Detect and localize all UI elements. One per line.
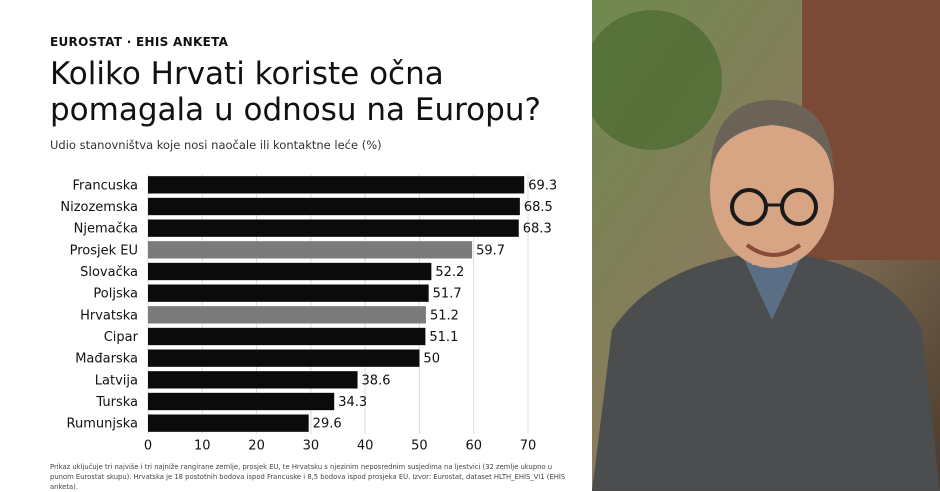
bar xyxy=(148,306,426,324)
photo xyxy=(592,0,940,491)
y-tick-label: Hrvatska xyxy=(80,308,138,323)
value-label: 59.7 xyxy=(476,243,505,258)
y-tick-label: Francuska xyxy=(72,178,138,193)
chart-panel: EUROSTAT · EHIS ANKETA Koliko Hrvati kor… xyxy=(50,35,566,491)
x-tick-label: 30 xyxy=(303,439,320,454)
bar xyxy=(148,349,420,367)
bar xyxy=(148,241,473,259)
face xyxy=(710,112,834,268)
x-tick-label: 20 xyxy=(248,439,265,454)
value-label: 68.3 xyxy=(523,222,552,237)
y-tick-label: Prosjek EU xyxy=(70,243,138,258)
bar xyxy=(148,371,358,389)
kicker: EUROSTAT · EHIS ANKETA xyxy=(50,35,229,49)
value-label: 52.2 xyxy=(435,265,464,280)
x-tick-label: 0 xyxy=(144,439,152,454)
hair xyxy=(710,100,834,175)
bar xyxy=(148,392,335,411)
foliage xyxy=(592,10,722,150)
value-label: 51.1 xyxy=(429,330,458,345)
x-tick-label: 50 xyxy=(411,439,428,454)
glasses-right xyxy=(780,188,818,226)
y-tick-label: Rumunjska xyxy=(67,417,138,432)
bar xyxy=(148,176,525,194)
chart-title: Koliko Hrvati koriste očna pomagala u od… xyxy=(50,56,541,128)
y-tick-label: Latvija xyxy=(95,373,138,388)
x-tick-label: 10 xyxy=(194,439,211,454)
value-label: 51.7 xyxy=(433,287,462,302)
x-tick-label: 40 xyxy=(357,439,374,454)
y-tick-label: Njemačka xyxy=(74,222,138,237)
bar xyxy=(148,219,519,237)
glasses-left xyxy=(730,188,768,226)
x-tick-label: 70 xyxy=(520,439,537,454)
value-label: 29.6 xyxy=(313,417,342,432)
footnote: Prikaz uključuje tri najviše i tri najni… xyxy=(50,463,566,491)
value-label: 34.3 xyxy=(338,395,367,410)
value-label: 69.3 xyxy=(528,178,557,193)
y-tick-label: Mađarska xyxy=(75,352,138,367)
x-tick-label: 60 xyxy=(465,439,482,454)
y-tick-label: Nizozemska xyxy=(60,200,138,215)
smile xyxy=(745,243,802,257)
y-tick-label: Cipar xyxy=(104,330,139,345)
bar xyxy=(148,414,309,432)
y-tick-label: Turska xyxy=(95,395,138,410)
chart-subtitle: Udio stanovništva koje nosi naočale ili … xyxy=(50,138,382,152)
collar xyxy=(742,255,802,320)
bar xyxy=(148,327,426,346)
bar xyxy=(148,262,432,281)
chart: 0 10 20 30 40 50 60 70 Francuska 69.3 Nizozemska 68… xyxy=(60,174,557,454)
bar xyxy=(148,284,429,302)
y-tick-label: Poljska xyxy=(93,287,138,302)
bar xyxy=(148,197,520,216)
sweater xyxy=(592,255,940,491)
value-label: 68.5 xyxy=(524,200,553,215)
value-label: 38.6 xyxy=(362,373,391,388)
value-label: 50 xyxy=(423,352,440,367)
value-label: 51.2 xyxy=(430,308,459,323)
y-tick-label: Slovačka xyxy=(80,265,138,280)
